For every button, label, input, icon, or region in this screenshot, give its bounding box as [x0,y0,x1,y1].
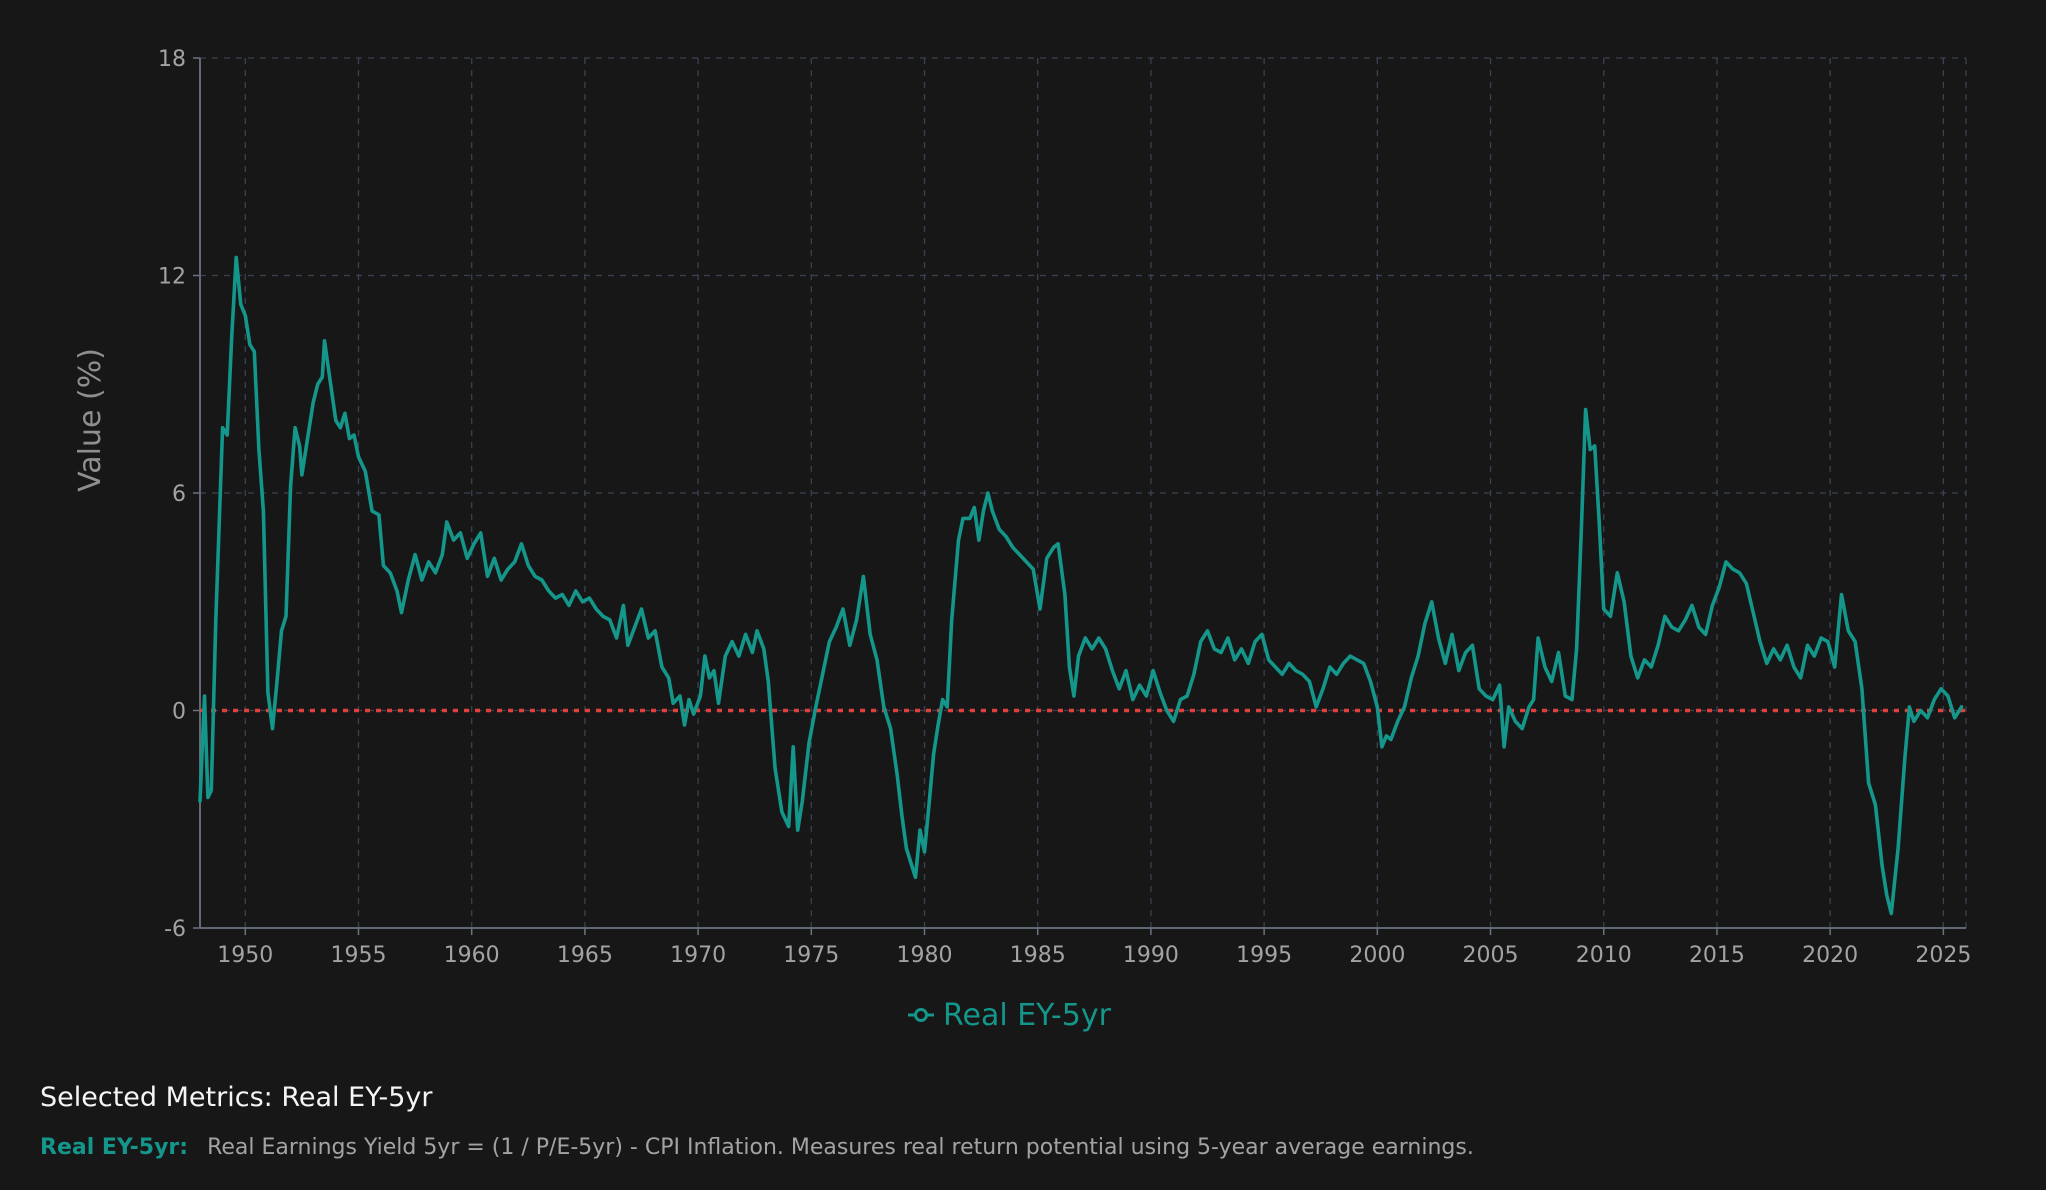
x-tick-label: 2015 [1689,943,1745,968]
x-tick-label: 1970 [670,943,726,968]
selected-metrics-heading: Selected Metrics: Real EY-5yr [40,1082,433,1113]
chart-legend[interactable]: Real EY-5yr [908,998,1112,1033]
series-group [198,255,1964,916]
metric-description-row: Real EY-5yr: Real Earnings Yield 5yr = (… [40,1135,1474,1160]
x-tick-label: 2020 [1802,943,1858,968]
x-tick-label: 1990 [1123,943,1179,968]
metric-name: Real EY-5yr: [40,1135,189,1160]
metric-description: Real Earnings Yield 5yr = (1 / P/E-5yr) … [207,1135,1474,1160]
chart-grid [200,57,1967,928]
selected-metrics-panel: Selected Metrics: Real EY-5yr Real EY-5y… [40,1082,1474,1160]
x-tick-label: 1965 [557,943,613,968]
line-chart: 1950 1955 1960 1965 1970 1975 1980 1985 1990 1995… [73,47,1971,1033]
x-tick-label: 2005 [1463,943,1519,968]
y-axis-title: Value (%) [73,348,108,492]
legend-label: Real EY-5yr [943,998,1112,1033]
y-tick-label: -6 [164,917,186,942]
tick-labels: 1950 1955 1960 1965 1970 1975 1980 1985 1990 1995… [158,47,1971,968]
chart-axes [193,57,1966,935]
x-tick-label: 2025 [1915,943,1971,968]
x-tick-label: 1985 [1010,943,1066,968]
y-tick-label: 6 [172,482,186,507]
x-tick-label: 1995 [1236,943,1292,968]
x-tick-label: 1950 [217,943,273,968]
x-tick-label: 1955 [330,943,386,968]
x-tick-label: 1975 [783,943,839,968]
series-line-real-ey-5yr [198,255,1964,916]
y-tick-label: 18 [158,47,186,72]
y-tick-label: 12 [158,265,186,290]
legend-marker-icon [914,1008,928,1022]
y-tick-label: 0 [172,700,186,725]
x-tick-label: 1960 [444,943,500,968]
x-tick-label: 2000 [1349,943,1405,968]
x-tick-label: 1980 [897,943,953,968]
x-tick-label: 2010 [1576,943,1632,968]
